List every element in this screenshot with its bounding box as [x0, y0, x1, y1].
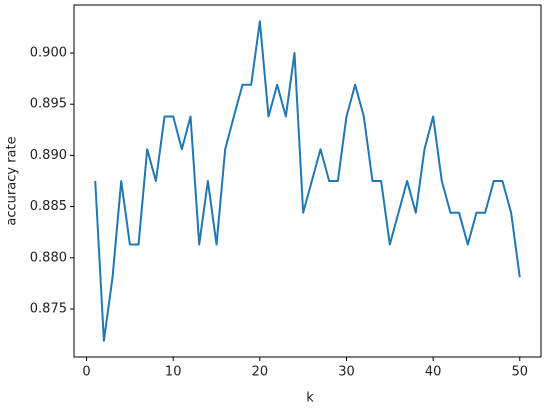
- data-line: [94, 20, 521, 342]
- x-tick-label: 20: [252, 365, 269, 380]
- x-tick-label: 0: [82, 365, 90, 380]
- x-axis-label: k: [306, 391, 314, 406]
- x-tick-label: 50: [511, 365, 528, 380]
- y-tick-label: 0.890: [30, 148, 67, 163]
- y-tick-label: 0.885: [30, 199, 67, 214]
- y-tick-label: 0.880: [30, 250, 67, 265]
- x-tick-label: 10: [165, 365, 182, 380]
- x-tick-label: 40: [425, 365, 442, 380]
- y-tick-label: 0.900: [30, 46, 67, 61]
- y-tick-label: 0.875: [30, 301, 67, 316]
- y-tick-label: 0.895: [30, 97, 67, 112]
- plot-frame: [73, 4, 542, 358]
- y-axis-label: accuracy rate: [5, 136, 20, 225]
- x-tick-label: 30: [338, 365, 355, 380]
